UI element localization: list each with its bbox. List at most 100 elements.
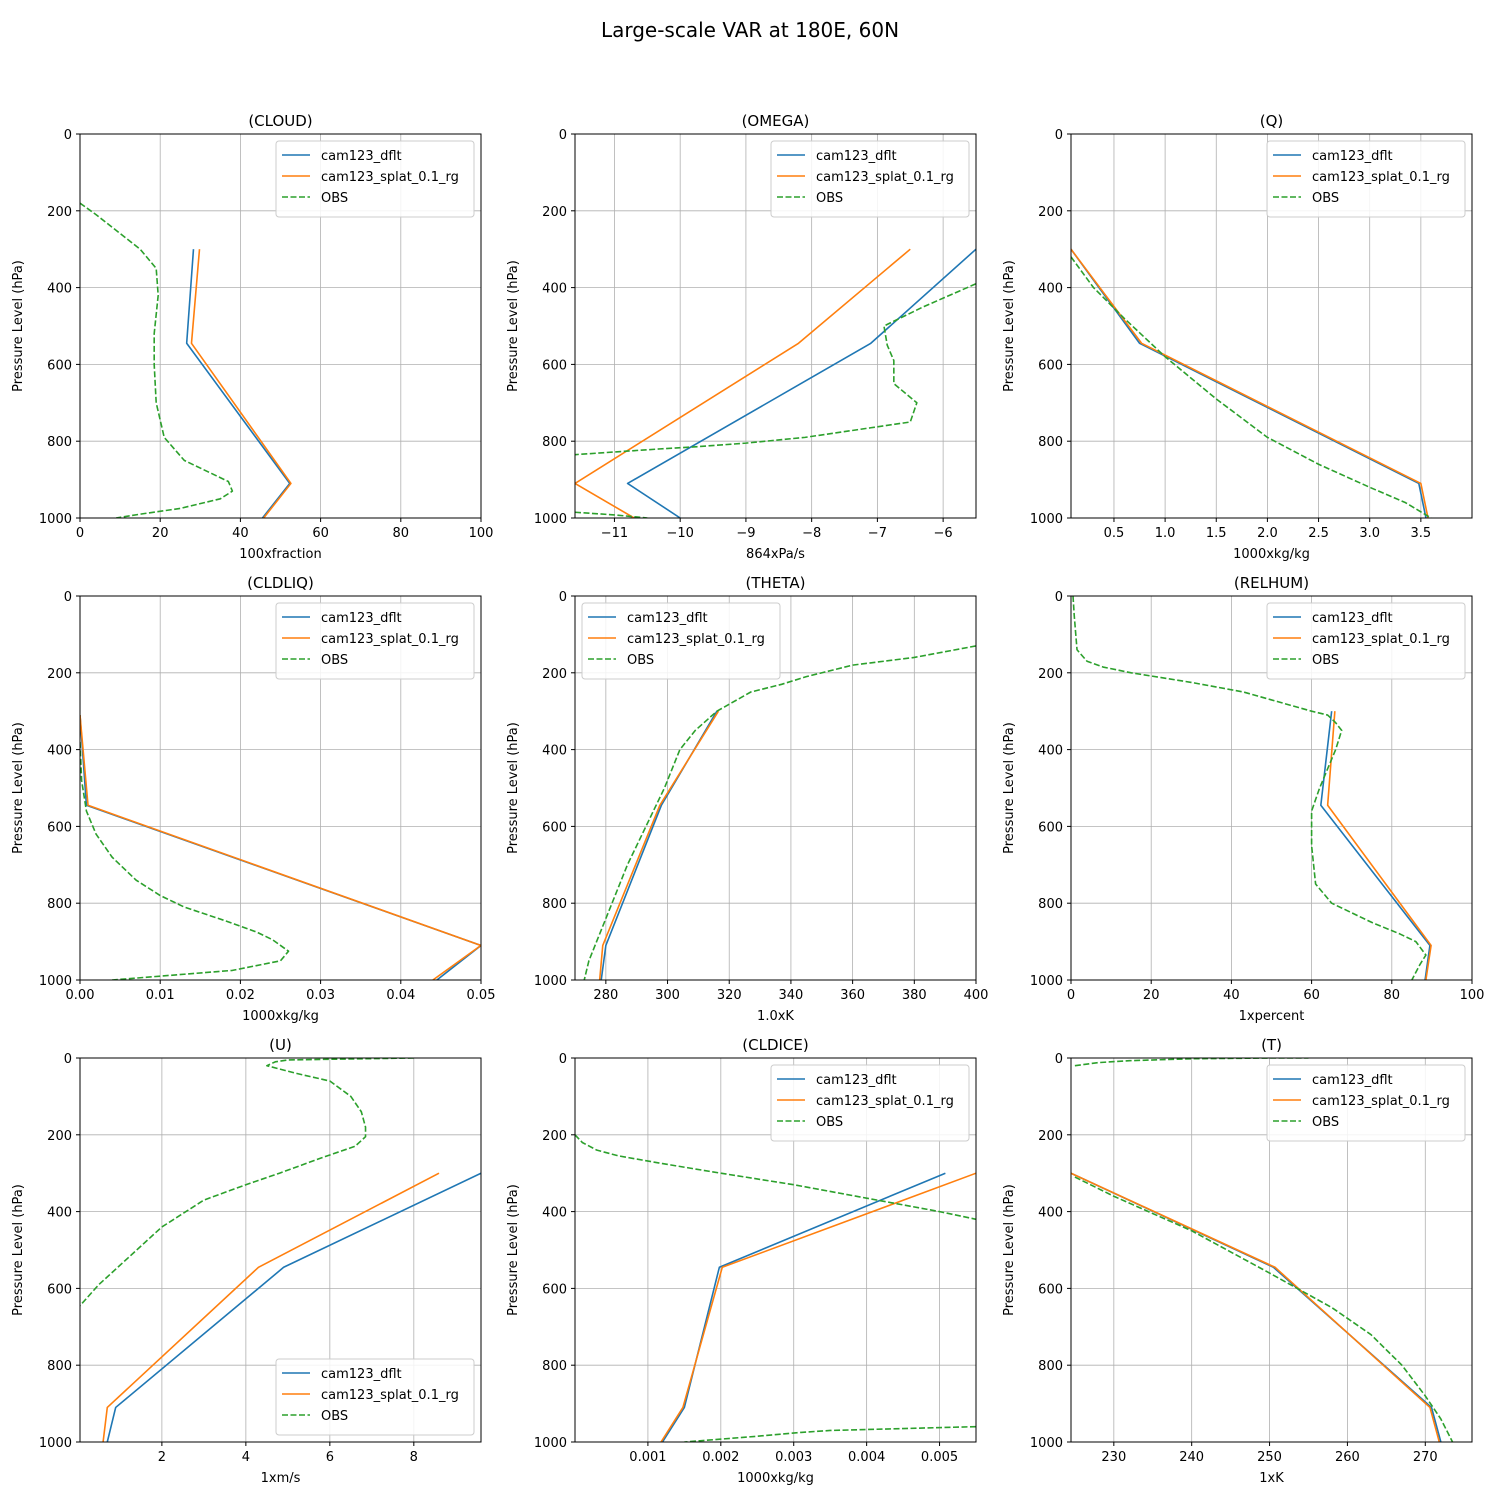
chart-panel: 0.001 0.002 0.003 0.004 0.005 0 200 400 600 800 10… (506, 1036, 977, 1486)
y-axis-label: Pressure Level (hPa) (1002, 1184, 1017, 1316)
y-tick-label: 600 (47, 820, 72, 835)
legend-label: cam123_splat_0.1_rg (321, 632, 459, 647)
y-tick-label: 1000 (534, 1436, 567, 1451)
y-tick-label: 600 (542, 1282, 567, 1297)
legend: cam123_dflt cam123_splat_0.1_rg OBS (1266, 1064, 1466, 1142)
legend-frame (1266, 140, 1466, 218)
x-tick-label: 270 (1413, 1450, 1438, 1465)
y-tick-label: 800 (542, 897, 567, 912)
chart-title: (CLDICE) (742, 1036, 808, 1054)
y-tick-label: 0 (1055, 1052, 1063, 1067)
chart-panel: 0.00 0.01 0.02 0.03 0.04 0.05 0 200 400 600 800 100… (11, 574, 495, 1024)
legend-label: cam123_dflt (321, 1367, 402, 1382)
series-line-obs (575, 511, 648, 518)
x-tick-label: 250 (1257, 1450, 1282, 1465)
series-line-cam123-dflt (661, 1172, 946, 1442)
y-axis-label: Pressure Level (hPa) (506, 1184, 521, 1316)
y-axis-label: Pressure Level (hPa) (1002, 722, 1017, 854)
y-tick-label: 200 (542, 667, 567, 682)
x-tick-label: 100 (469, 526, 494, 541)
x-tick-label: 260 (1335, 1450, 1360, 1465)
x-tick-label: 80 (393, 526, 410, 541)
x-tick-label: −10 (666, 526, 693, 541)
chart-panel: 280 300 320 340 360 380 400 0 200 400 600 800 1000 (T… (506, 574, 988, 1024)
chart-panel: 230 240 250 260 270 0 200 400 600 800 1000 (T) 1xK Pr… (1002, 1036, 1473, 1486)
y-tick-label: 800 (542, 1359, 567, 1374)
legend-label: cam123_splat_0.1_rg (816, 1094, 954, 1109)
y-tick-label: 400 (542, 744, 567, 759)
y-axis-label: Pressure Level (hPa) (11, 722, 26, 854)
y-axis-label: Pressure Level (hPa) (506, 722, 521, 854)
legend-label: OBS (321, 1409, 348, 1424)
series-line-obs (1074, 1176, 1454, 1442)
legend-label: cam123_dflt (321, 611, 402, 626)
series-group (80, 202, 292, 518)
y-tick-label: 600 (542, 820, 567, 835)
series-line-obs (684, 1425, 976, 1442)
x-tick-label: 2 (158, 1450, 166, 1465)
y-axis-label: Pressure Level (hPa) (11, 1184, 26, 1316)
chart-title: (U) (269, 1036, 292, 1054)
series-group (575, 1134, 976, 1442)
x-axis-label: 1000xkg/kg (737, 1471, 814, 1486)
x-tick-label: 6 (326, 1450, 334, 1465)
legend: cam123_dflt cam123_splat_0.1_rg OBS (275, 140, 475, 218)
legend: cam123_dflt cam123_splat_0.1_rg OBS (581, 602, 781, 680)
legend-label: cam123_splat_0.1_rg (321, 1388, 459, 1403)
chart-title: (OMEGA) (742, 112, 810, 130)
x-tick-label: 40 (232, 526, 249, 541)
legend-label: cam123_dflt (1312, 1073, 1393, 1088)
y-tick-label: 800 (47, 897, 72, 912)
series-group (1071, 1058, 1454, 1442)
axes-frame (79, 133, 482, 519)
legend-label: cam123_dflt (816, 1073, 897, 1088)
y-tick-label: 600 (1038, 820, 1063, 835)
legend: cam123_dflt cam123_splat_0.1_rg OBS (1266, 602, 1466, 680)
x-tick-label: 0.01 (146, 988, 175, 1003)
legend-label: OBS (627, 653, 654, 668)
y-tick-label: 400 (1038, 282, 1063, 297)
figure-title: Large-scale VAR at 180E, 60N (601, 18, 899, 42)
x-tick-label: 60 (312, 526, 329, 541)
series-line-cam123-splat-0-1-rg (80, 714, 481, 980)
legend-label: OBS (1312, 653, 1339, 668)
chart-title: (Q) (1260, 112, 1284, 130)
legend-label: cam123_dflt (816, 149, 897, 164)
series-line-cam123-splat-0-1-rg (598, 710, 720, 980)
series-line-cam123-dflt (626, 248, 976, 518)
y-tick-label: 400 (1038, 744, 1063, 759)
series-line-obs (1071, 256, 1432, 518)
x-tick-label: 360 (840, 988, 865, 1003)
x-axis-label: 1xK (1259, 1471, 1284, 1486)
chart-title: (THETA) (746, 574, 806, 592)
series-line-obs (575, 1134, 976, 1221)
x-tick-label: 20 (152, 526, 169, 541)
chart-panel: 0 20 40 60 80 10002004006008001000(CLOUD)100x… (11, 112, 493, 562)
x-tick-label: 3.0 (1359, 526, 1380, 541)
y-axis-label: Pressure Level (hPa) (11, 260, 26, 392)
legend-label: cam123_dflt (321, 149, 402, 164)
legend-label: OBS (321, 653, 348, 668)
y-tick-label: 400 (47, 1206, 72, 1221)
series-line-cam123-splat-0-1-rg (102, 1172, 440, 1442)
series-line-cam123-dflt (600, 710, 718, 980)
x-tick-label: −7 (868, 526, 887, 541)
x-tick-label: 0.03 (306, 988, 335, 1003)
series-group (80, 1058, 481, 1442)
legend-label: cam123_splat_0.1_rg (321, 170, 459, 185)
legend-frame (1266, 1064, 1466, 1142)
legend-frame (770, 1064, 970, 1142)
y-tick-label: 1000 (534, 974, 567, 989)
x-axis-label: 100xfraction (239, 547, 321, 562)
legend: cam123_dflt cam123_splat_0.1_rg OBS (275, 602, 475, 680)
legend-label: cam123_splat_0.1_rg (1312, 1094, 1450, 1109)
x-tick-label: 40 (1223, 988, 1240, 1003)
series-line-cam123-splat-0-1-rg (190, 249, 292, 518)
series-line-cam123-dflt (80, 714, 481, 980)
series-line-obs (583, 645, 976, 980)
x-tick-label: 280 (593, 988, 618, 1003)
y-tick-label: 400 (47, 744, 72, 759)
axes-frame (1070, 133, 1473, 519)
y-tick-label: 1000 (39, 974, 72, 989)
legend-frame (581, 602, 781, 680)
